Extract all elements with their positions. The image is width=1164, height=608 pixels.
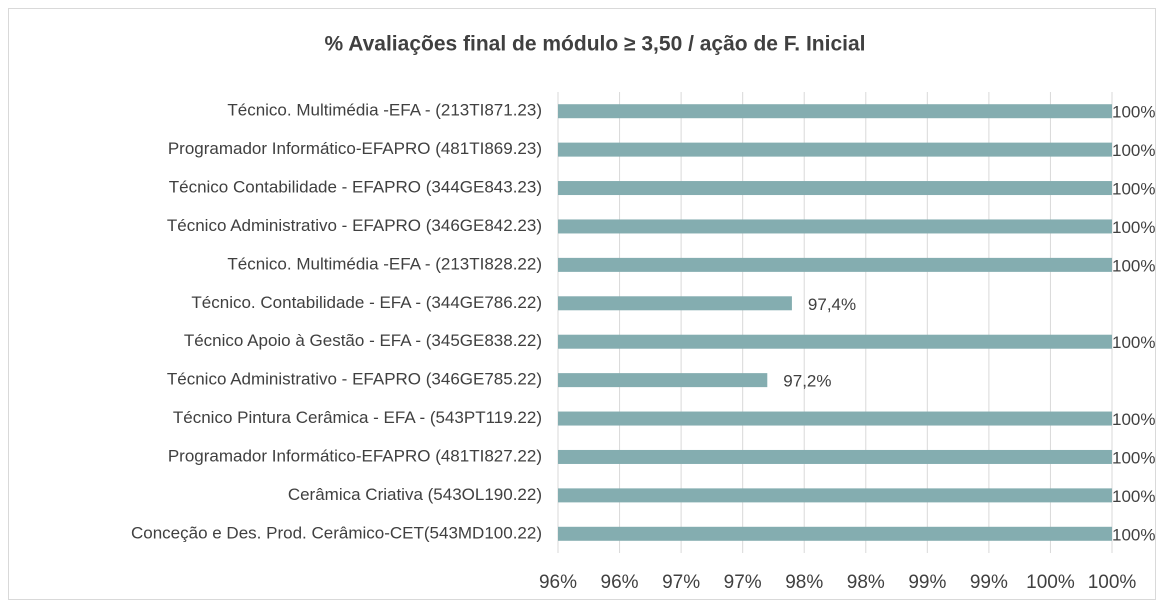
x-tick-label: 98% <box>785 572 823 593</box>
category-label: Técnico Contabilidade - EFAPRO (344GE843… <box>169 178 542 197</box>
value-label: 97,4% <box>808 295 856 314</box>
category-label: Programador Informático-EFAPRO (481TI827… <box>168 446 542 465</box>
bar <box>558 334 1112 349</box>
category-label: Técnico Administrativo - EFAPRO (346GE78… <box>167 370 542 389</box>
value-label: 100% <box>1112 103 1155 122</box>
bar <box>558 142 1112 157</box>
category-label: Técnico. Multimédia -EFA - (213TI871.23) <box>227 101 542 120</box>
chart-title: % Avaliações final de módulo ≥ 3,50 / aç… <box>325 33 866 56</box>
bar <box>558 257 1112 272</box>
bar <box>558 449 1112 464</box>
category-label: Técnico. Multimédia -EFA - (213TI828.22) <box>227 254 542 273</box>
category-label: Técnico Administrativo - EFAPRO (346GE84… <box>167 216 542 235</box>
value-label: 100% <box>1112 180 1155 199</box>
category-label: Técnico. Contabilidade - EFA - (344GE786… <box>191 293 542 312</box>
x-tick-label: 96% <box>539 572 577 593</box>
bar <box>558 488 1112 503</box>
x-tick-label: 99% <box>908 572 946 593</box>
bar <box>558 219 1112 234</box>
category-label: Cerâmica Criativa (543OL190.22) <box>288 485 542 504</box>
value-label: 100% <box>1112 218 1155 237</box>
x-tick-label: 100% <box>1088 572 1137 593</box>
value-label: 100% <box>1112 410 1155 429</box>
bar <box>558 296 792 311</box>
value-label: 100% <box>1112 141 1155 160</box>
x-tick-label: 99% <box>970 572 1008 593</box>
x-tick-label: 96% <box>601 572 639 593</box>
x-tick-label: 100% <box>1026 572 1075 593</box>
value-label: 100% <box>1112 487 1155 506</box>
category-label: Técnico Apoio à Gestão - EFA - (345GE838… <box>184 331 542 350</box>
x-tick-label: 97% <box>662 572 700 593</box>
bar <box>558 104 1112 119</box>
value-label: 100% <box>1112 525 1155 544</box>
category-label: Conceção e Des. Prod. Cerâmico-CET(543MD… <box>131 523 542 542</box>
value-label: 100% <box>1112 256 1155 275</box>
value-label: 100% <box>1112 448 1155 467</box>
value-label: 100% <box>1112 333 1155 352</box>
bar <box>558 526 1112 541</box>
bar <box>558 181 1112 196</box>
value-label: 97,2% <box>783 372 831 391</box>
category-label: Técnico Pintura Cerâmica - EFA - (543PT1… <box>173 408 542 427</box>
bar <box>558 411 1112 426</box>
category-label: Programador Informático-EFAPRO (481TI869… <box>168 139 542 158</box>
bar <box>558 373 768 388</box>
x-tick-label: 97% <box>724 572 762 593</box>
x-tick-label: 98% <box>847 572 885 593</box>
